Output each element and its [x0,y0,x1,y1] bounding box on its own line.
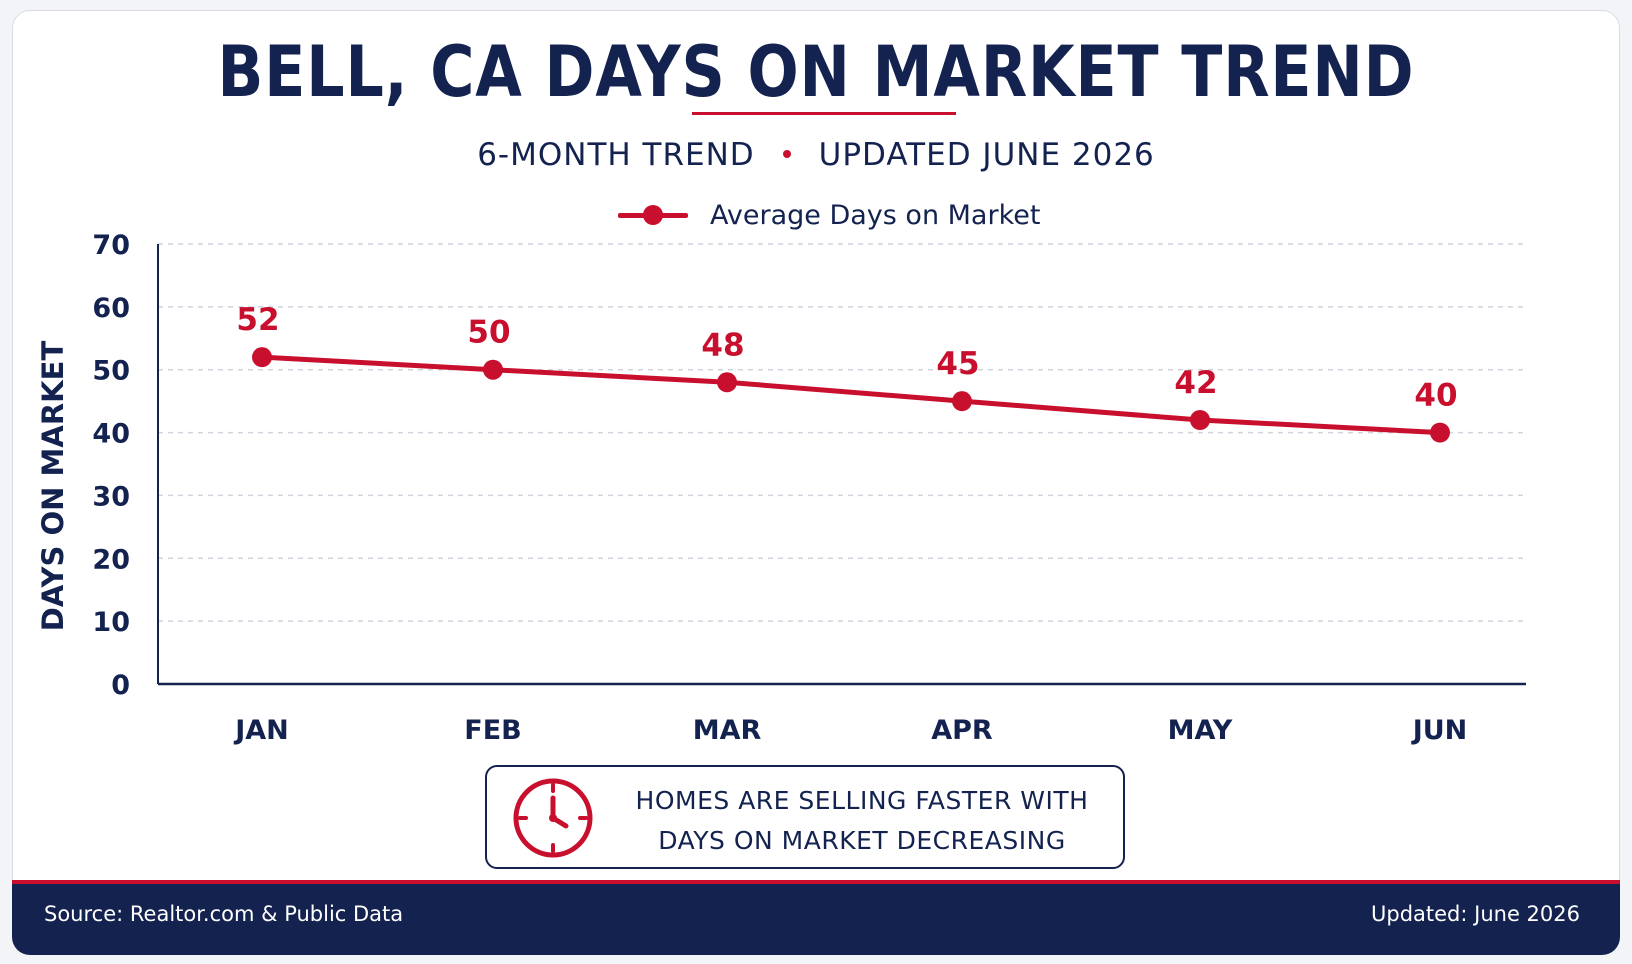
y-axis-title: DAYS ON MARKET [36,340,70,632]
x-tick-label: MAY [1168,715,1233,746]
data-point [483,359,503,380]
subtitle-updated: UPDATED JUNE 2026 [818,137,1155,173]
x-tick-label: FEB [464,715,521,746]
data-label: 52 [236,302,279,338]
legend-label: Average Days on Market [710,199,1041,231]
insight-callout: HOMES ARE SELLING FASTER WITH DAYS ON MA… [485,765,1125,869]
callout-line-2: DAYS ON MARKET DECREASING [658,826,1066,855]
data-label: 48 [701,327,744,363]
x-tick-label: JUN [1411,715,1468,746]
clock-icon [513,778,593,858]
data-label: 45 [936,346,979,382]
x-tick-label: MAR [693,715,762,746]
y-tick-label: 40 [92,419,130,450]
x-tick-label: JAN [233,715,289,746]
data-point [952,391,972,412]
y-tick-label: 20 [92,544,130,575]
title-underline [692,112,956,115]
data-point [252,347,272,368]
y-tick-label: 0 [111,670,130,701]
data-label: 40 [1414,378,1457,414]
y-tick-label: 30 [92,481,130,512]
x-tick-label: APR [931,715,993,746]
y-tick-label: 70 [92,230,130,261]
y-tick-label: 60 [92,293,130,324]
footer-updated: Updated: June 2026 [1371,902,1580,926]
chart-legend: Average Days on Market [618,197,1040,233]
chart-title: BELL, CA DAYS ON MARKET TREND [217,31,1415,113]
data-label: 50 [467,315,510,351]
subtitle-period: 6-MONTH TREND [477,137,755,173]
subtitle-separator-dot [782,149,791,158]
data-point [1190,410,1210,430]
chart-subtitle: 6-MONTH TREND UPDATED JUNE 2026 [13,137,1619,173]
series-line [259,354,1443,436]
footer-bar: Source: Realtor.com & Public Data Update… [12,884,1620,955]
legend-swatch [618,205,688,225]
footer-divider [12,880,1620,884]
callout-message: HOMES ARE SELLING FASTER WITH DAYS ON MA… [627,781,1097,861]
data-point [1430,422,1450,443]
callout-line-1: HOMES ARE SELLING FASTER WITH [635,786,1089,815]
y-tick-label: 50 [92,356,130,387]
footer-source: Source: Realtor.com & Public Data [44,902,404,926]
data-label: 42 [1174,365,1217,401]
data-point [717,372,737,393]
y-tick-label: 10 [92,607,130,638]
